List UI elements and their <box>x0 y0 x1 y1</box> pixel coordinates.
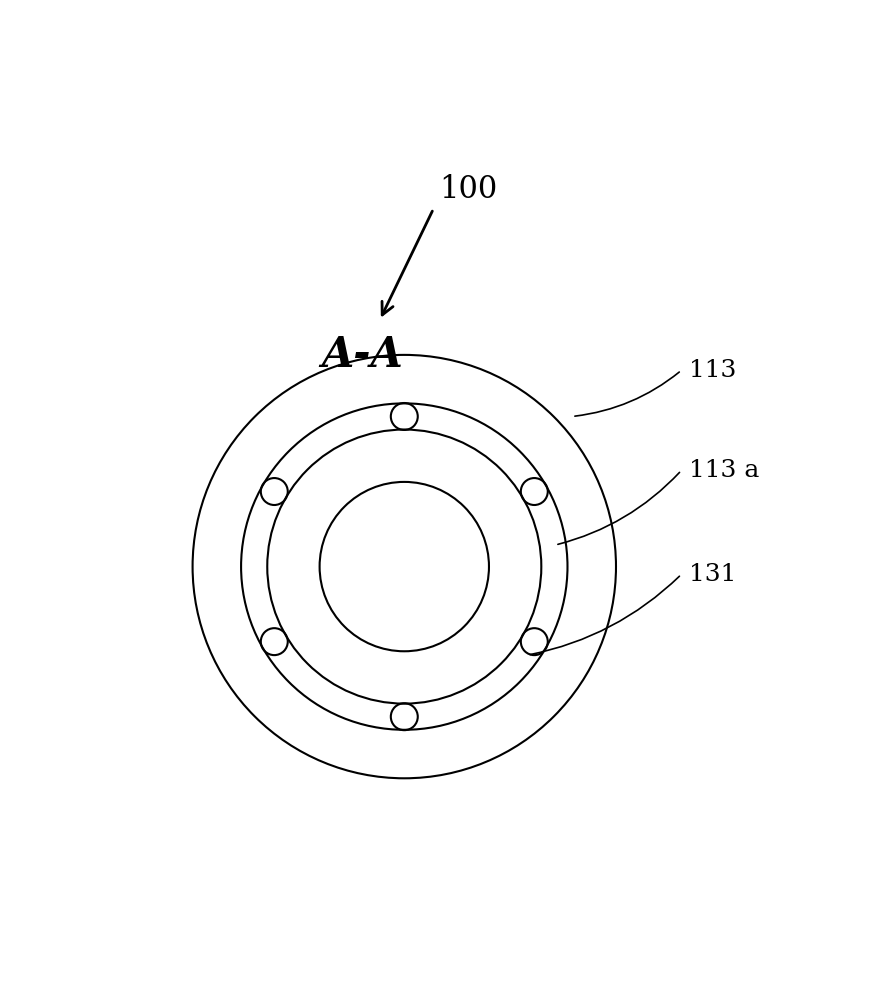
Text: 113: 113 <box>689 359 737 382</box>
Circle shape <box>319 482 489 651</box>
Circle shape <box>521 628 548 655</box>
Circle shape <box>521 478 548 505</box>
Circle shape <box>391 703 417 730</box>
Circle shape <box>261 628 288 655</box>
Text: A-A: A-A <box>321 334 403 376</box>
Text: 113 a: 113 a <box>689 459 760 482</box>
Circle shape <box>261 478 288 505</box>
Circle shape <box>192 355 616 778</box>
Text: 100: 100 <box>439 174 497 205</box>
Text: 131: 131 <box>689 563 737 586</box>
Circle shape <box>391 403 417 430</box>
Circle shape <box>241 403 568 730</box>
